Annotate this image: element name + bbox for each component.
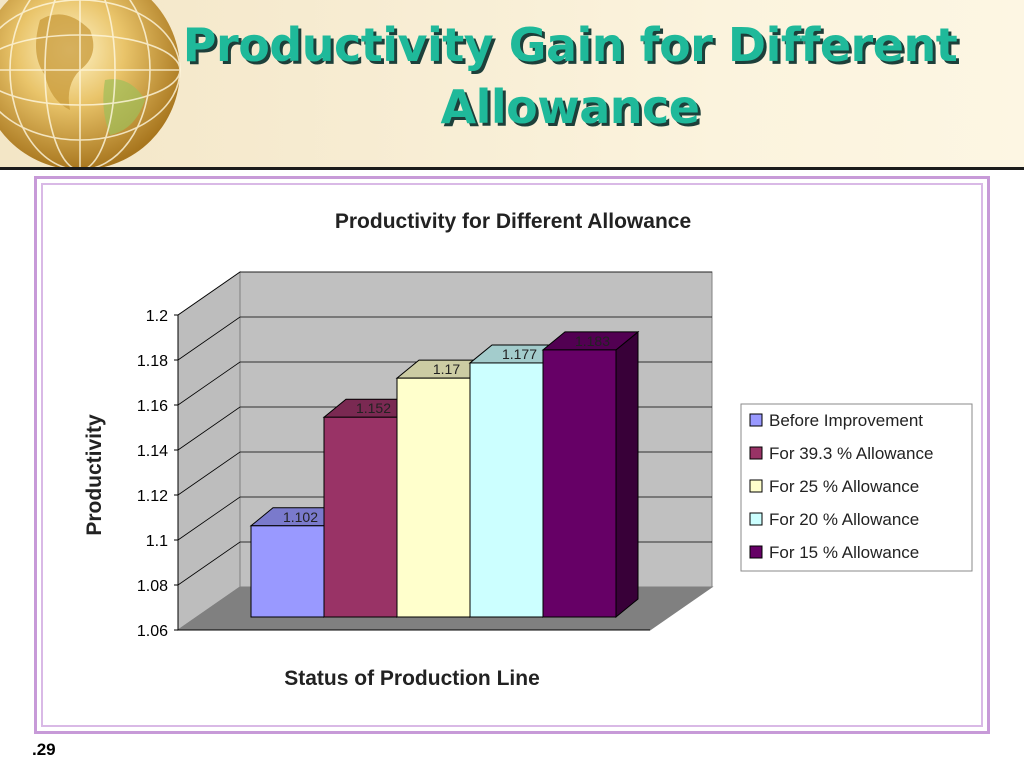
data-label: 1.152 <box>356 400 391 416</box>
bar <box>250 525 325 618</box>
gridline <box>177 271 712 316</box>
y-axis-label: Productivity <box>83 414 106 536</box>
bar <box>469 362 544 618</box>
legend-entry: For 20 % Allowance <box>769 510 919 529</box>
data-label: 1.102 <box>283 509 318 525</box>
data-label: 1.183 <box>575 333 610 349</box>
legend-entry: Before Improvement <box>769 411 923 430</box>
slide-title: Productivity Gain for Different Allowanc… <box>182 18 958 134</box>
legend-swatch <box>749 545 763 559</box>
y-tick-label: 1.14 <box>137 443 168 460</box>
y-tick-label: 1.2 <box>146 308 168 325</box>
data-label: 1.17 <box>433 361 460 377</box>
chart-title: Productivity for Different Allowance <box>335 210 691 233</box>
x-axis-label: Status of Production Line <box>284 667 540 690</box>
legend-swatch <box>749 446 763 460</box>
legend-swatch <box>749 479 763 493</box>
data-label: 1.177 <box>502 346 537 362</box>
y-tick-label: 1.16 <box>137 398 168 415</box>
legend-entry: For 39.3 % Allowance <box>769 444 933 463</box>
y-tick-label: 1.12 <box>137 488 168 505</box>
bar <box>542 349 617 618</box>
y-tick-label: 1.08 <box>137 578 168 595</box>
y-tick-label: 1.1 <box>146 533 168 550</box>
globe-icon <box>0 0 181 168</box>
header-divider <box>0 167 1024 170</box>
bar-side <box>615 330 639 619</box>
legend-box <box>740 403 973 572</box>
y-tick-label: 1.06 <box>137 623 168 640</box>
gridline <box>177 316 712 361</box>
plot-side-wall <box>177 271 241 631</box>
legend-entry: For 25 % Allowance <box>769 477 919 496</box>
page-number: .29 <box>32 740 56 759</box>
bar <box>323 416 398 618</box>
legend-swatch <box>749 413 763 427</box>
y-tick-label: 1.18 <box>137 353 168 370</box>
slide-header: Productivity Gain for Different Allowanc… <box>0 0 1024 168</box>
bar <box>396 377 471 618</box>
legend-entry: For 15 % Allowance <box>769 543 919 562</box>
legend-swatch <box>749 512 763 526</box>
